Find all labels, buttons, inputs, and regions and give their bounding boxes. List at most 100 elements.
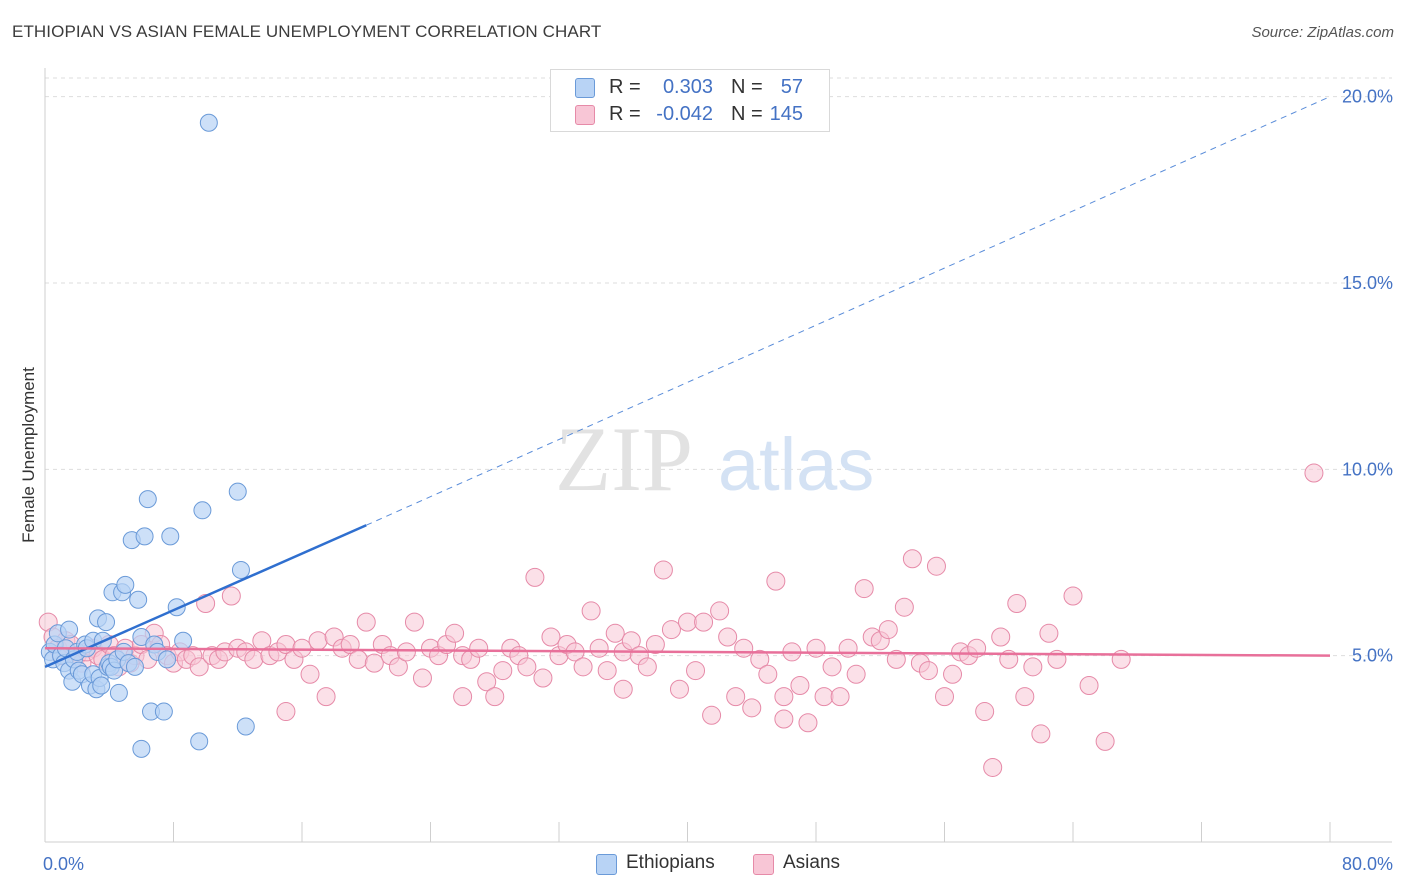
ethiopians-point [199,113,218,132]
asians-point [573,657,593,677]
ethiopians-point [158,650,177,669]
ethiopians-point [125,657,144,676]
stats-legend: R = 0.303 N = 57 R = -0.042 N = 145 [550,69,830,132]
asians-trend-line [44,646,1331,657]
asians-point [1304,463,1324,483]
asians-point [453,687,473,707]
asians-point [541,627,561,647]
asians-point [316,687,336,707]
asians-point [991,627,1011,647]
legend-swatch-asians [575,105,595,125]
legend-swatch-asians [753,854,774,875]
legend-r-value: -0.042 [656,103,713,125]
ethiopians-point [231,560,250,579]
ethiopians-point [132,739,151,758]
asians-point [404,612,424,632]
asians-point [774,709,794,729]
asians-point [678,612,697,632]
asians-point [935,687,954,707]
asians-point [1031,724,1051,744]
ethiopians-point [174,631,193,650]
ethiopians-point [228,482,247,501]
y-axis-label: Female Unemployment [19,367,38,543]
asians-point [637,657,657,677]
ethiopians-trend-line [44,524,367,668]
ethiopians-point [129,590,148,609]
asians-point [645,634,665,654]
legend-row-asians: R = -0.042 N = 145 [551,101,829,127]
watermark-zip: ZIP [555,408,693,510]
asians-point [814,687,834,707]
ethiopians-point [60,620,79,639]
asians-point [1111,649,1131,669]
asians-point [894,597,914,617]
ethiopians-point [135,527,154,546]
asians-point [918,661,938,681]
asians-point [878,620,898,640]
ethiopians-point [138,490,157,509]
asians-point [581,601,601,621]
asians-point [983,757,1003,777]
asians-point [1015,687,1035,707]
asians-point [686,661,706,681]
asians-point [830,687,850,707]
asians-point [525,567,545,587]
asians-point [718,627,738,647]
asians-point [244,649,264,669]
ethiopians-point [109,683,128,702]
legend-r-label: R = [609,103,641,125]
legend-n-label: N = [731,103,763,125]
asians-point [300,664,320,684]
legend-n-label: N = [731,76,763,98]
asians-point [485,687,505,707]
asians-point [477,672,497,692]
watermark: ZIP atlas [555,408,874,510]
ethiopians-point [190,732,209,751]
asians-point [469,638,489,658]
asians-point [1023,657,1043,677]
watermark-atlas: atlas [718,423,874,506]
tick-label-layer: 5.0% 10.0% 15.0% 20.0% 0.0% 80.0% [43,87,1393,874]
asians-point [702,705,722,725]
y-tick-label: 20.0% [1342,87,1393,107]
y-tick-label: 5.0% [1352,646,1393,666]
asians-point [726,687,746,707]
asians-point [661,620,681,640]
asians-point [517,657,537,677]
trend-layer [44,96,1331,668]
asians-point [854,579,874,599]
asians-point [533,668,553,688]
asians-point [653,560,673,580]
asians-point [758,664,778,684]
asians-point [1063,586,1083,606]
asians-point [445,623,465,643]
x-tick-label: 80.0% [1342,854,1393,874]
legend-swatch-ethiopians [575,78,595,98]
legend-r-label: R = [609,76,641,98]
asians-point [221,586,241,606]
asians-point [621,631,641,651]
legend-n-value: 57 [780,76,803,98]
asians-point [1095,731,1115,751]
asians-point [396,642,416,662]
asians-point [605,623,625,643]
legend-r-value: 0.303 [662,76,713,98]
asians-point [308,631,328,651]
asians-point [846,664,866,684]
asians-point [1039,623,1059,643]
ethiopians-point [154,702,173,721]
chart-title: ETHIOPIAN VS ASIAN FEMALE UNEMPLOYMENT C… [12,22,602,41]
y-tick-label: 15.0% [1342,273,1393,293]
asians-point [710,601,730,621]
asians-point [589,638,609,658]
asians-point [613,679,633,699]
legend-swatch-ethiopians [596,854,617,875]
series-legend: Ethiopians Asians [0,852,1406,878]
asians-point [902,549,922,569]
legend-n-value: 145 [769,103,803,125]
asians-point [348,649,368,669]
asians-point [364,653,384,673]
asians-point [669,679,689,699]
asians-point [822,657,842,677]
